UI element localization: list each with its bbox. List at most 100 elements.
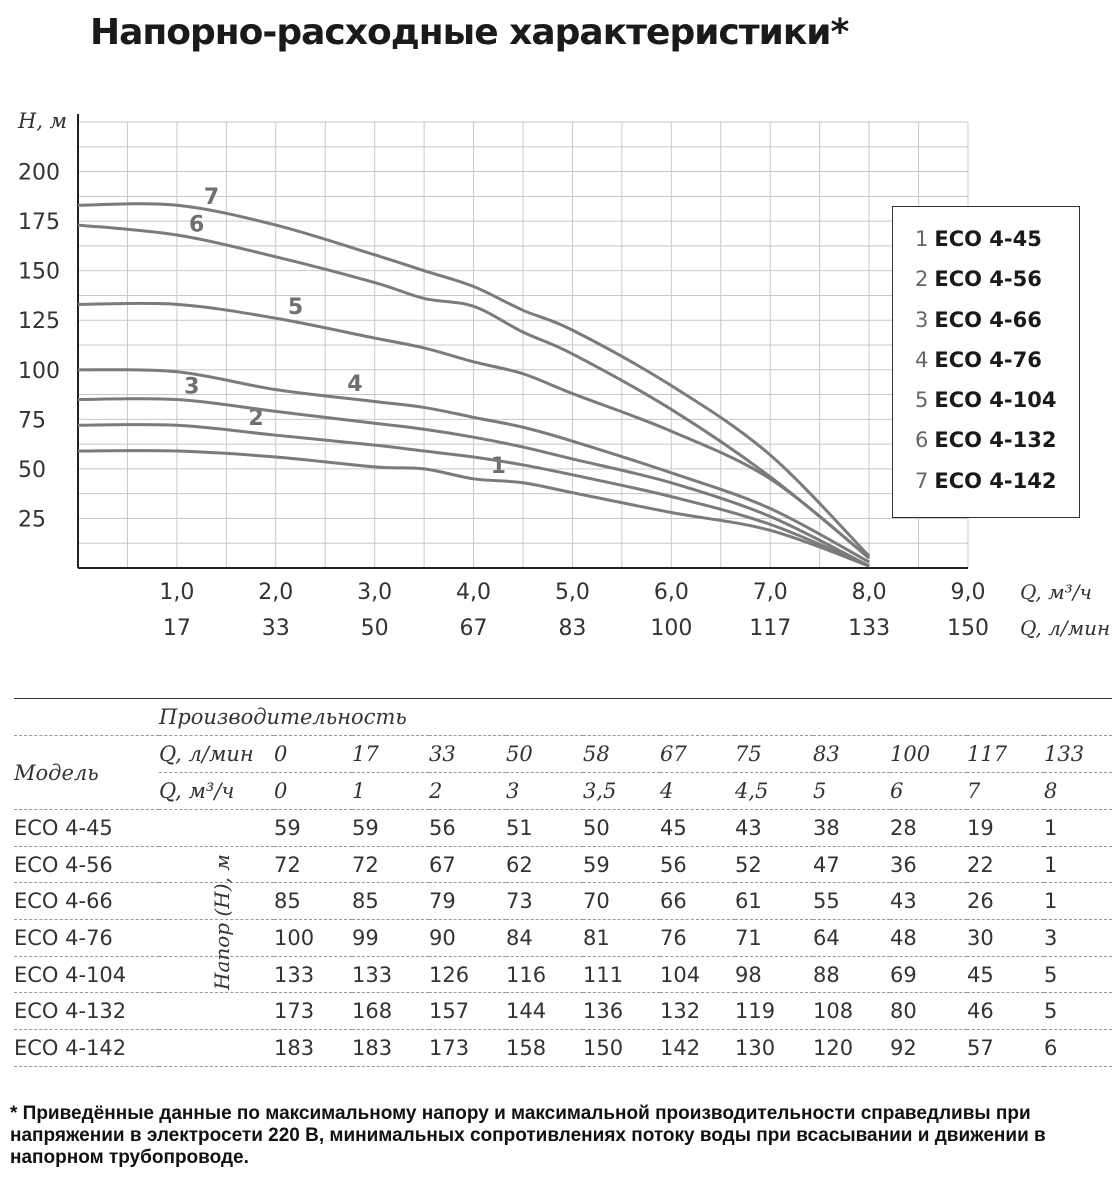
head-value-cell: 136 [583,992,660,1031]
head-value-cell: 51 [506,809,583,847]
curve-label: 4 [347,372,362,397]
head-value-cell: 173 [429,1029,506,1067]
legend-number: 3 [915,307,929,332]
model-cell: ECO 4-132 [14,992,159,1031]
y-tick-label: 125 [18,309,60,334]
table-row: ECO 4-56 72 72 67 62 59 56 52 47 36 22 1 [14,846,1112,884]
curve-label: 7 [204,185,219,210]
head-value-cell: 38 [813,809,890,847]
head-value-cell: 72 [352,846,429,884]
legend-model: ECO 4-45 [934,227,1042,251]
head-value-cell: 55 [813,882,890,921]
head-value-cell: 59 [352,809,429,847]
q-lmin-cell: 75 [735,735,813,773]
q-m3h-cell: 2 [429,772,506,810]
curve-2 [77,423,870,568]
q-m3h-cell: 8 [1044,772,1112,810]
legend-item: 2 ECO 4-56 [893,267,1079,307]
legend-item: 6 ECO 4-132 [893,428,1079,468]
legend-item: 3 ECO 4-66 [893,308,1079,348]
model-header: Модель [14,735,159,810]
spacer-cell [159,956,274,994]
head-value-cell: 173 [274,992,352,1031]
head-value-cell: 100 [274,919,352,957]
head-value-cell: 104 [660,956,735,994]
chart-legend: 1 ECO 4-45 2 ECO 4-56 3 ECO 4-66 4 ECO 4-76 … [892,206,1080,518]
head-value-cell: 120 [813,1029,890,1067]
model-cell: ECO 4-76 [14,919,159,957]
q-m3h-cell: 4 [660,772,735,810]
page-title: Напорно-расходные характеристики* [90,12,849,53]
y-tick-label: 75 [18,408,46,433]
curve-label: 1 [491,454,506,479]
spacer-cell [159,809,274,847]
legend-item: 1 ECO 4-45 [893,227,1079,267]
q-m3h-cell: 3,5 [583,772,660,810]
head-value-cell: 3 [1044,919,1112,957]
q-m3h-cell: 0 [274,772,352,810]
q-m3h-cell: 6 [890,772,967,810]
legend-number: 1 [915,227,929,251]
q-m3h-cell: 5 [813,772,890,810]
head-value-cell: 130 [735,1029,813,1067]
head-value-cell: 50 [583,809,660,847]
spacer-cell [159,882,274,921]
legend-number: 2 [915,267,929,292]
y-tick-label: 150 [18,260,60,285]
q-lmin-cell: 17 [352,735,429,773]
spacer-cell [159,846,274,884]
legend-number: 4 [915,347,929,372]
legend-model: ECO 4-104 [934,388,1057,413]
head-value-cell: 43 [735,809,813,847]
x-axis-label-lmin: Q, л/мин [1020,616,1110,640]
q-m3h-cell: 7 [967,772,1044,810]
x-tick-label-lmin: 100 [650,616,692,641]
x-tick-label-lmin: 117 [749,616,791,641]
model-cell: ECO 4-45 [14,809,159,847]
model-cell: ECO 4-56 [14,846,159,884]
x-tick-label-lmin: 50 [361,616,389,641]
head-value-cell: 59 [583,846,660,884]
curve-label: 3 [184,374,199,399]
curve-label: 6 [189,212,204,237]
head-value-cell: 90 [429,919,506,957]
x-tick-label-m3h: 7,0 [753,580,788,605]
curve-label: 2 [248,406,263,431]
spacer-cell [159,919,274,957]
table-row: ECO 4-132 173 168 157 144 136 132 119 108 80 46 5 [14,992,1112,1031]
x-tick-label-m3h: 4,0 [456,580,491,605]
x-tick-label-m3h: 2,0 [258,580,293,605]
legend-model: ECO 4-76 [934,347,1042,372]
q-lmin-cell: 117 [967,735,1044,773]
model-cell: ECO 4-66 [14,882,159,921]
legend-number: 6 [915,428,929,453]
head-value-cell: 5 [1044,992,1112,1031]
head-value-cell: 5 [1044,956,1112,994]
head-value-cell: 150 [583,1029,660,1067]
head-value-cell: 67 [429,846,506,884]
y-tick-label: 175 [18,210,60,235]
head-value-cell: 70 [583,882,660,921]
head-value-cell: 133 [274,956,352,994]
q-lmin-cell: 67 [660,735,735,773]
x-tick-label-m3h: 5,0 [555,580,590,605]
x-tick-label-lmin: 133 [848,616,890,641]
head-value-cell: 1 [1044,809,1112,847]
x-tick-label-lmin: 67 [460,616,488,641]
legend-model: ECO 4-132 [934,428,1057,453]
head-value-cell: 1 [1044,846,1112,884]
head-value-cell: 157 [429,992,506,1031]
x-tick-label-lmin: 150 [947,616,989,641]
x-tick-label-m3h: 3,0 [357,580,392,605]
head-value-cell: 45 [967,956,1044,994]
spacer-cell [159,992,274,1031]
head-value-cell: 158 [506,1029,583,1067]
head-value-cell: 111 [583,956,660,994]
head-value-cell: 108 [813,992,890,1031]
y-tick-label: 50 [18,458,46,483]
head-value-cell: 22 [967,846,1044,884]
head-value-cell: 6 [1044,1029,1112,1067]
head-value-cell: 72 [274,846,352,884]
legend-item: 5 ECO 4-104 [893,388,1079,428]
